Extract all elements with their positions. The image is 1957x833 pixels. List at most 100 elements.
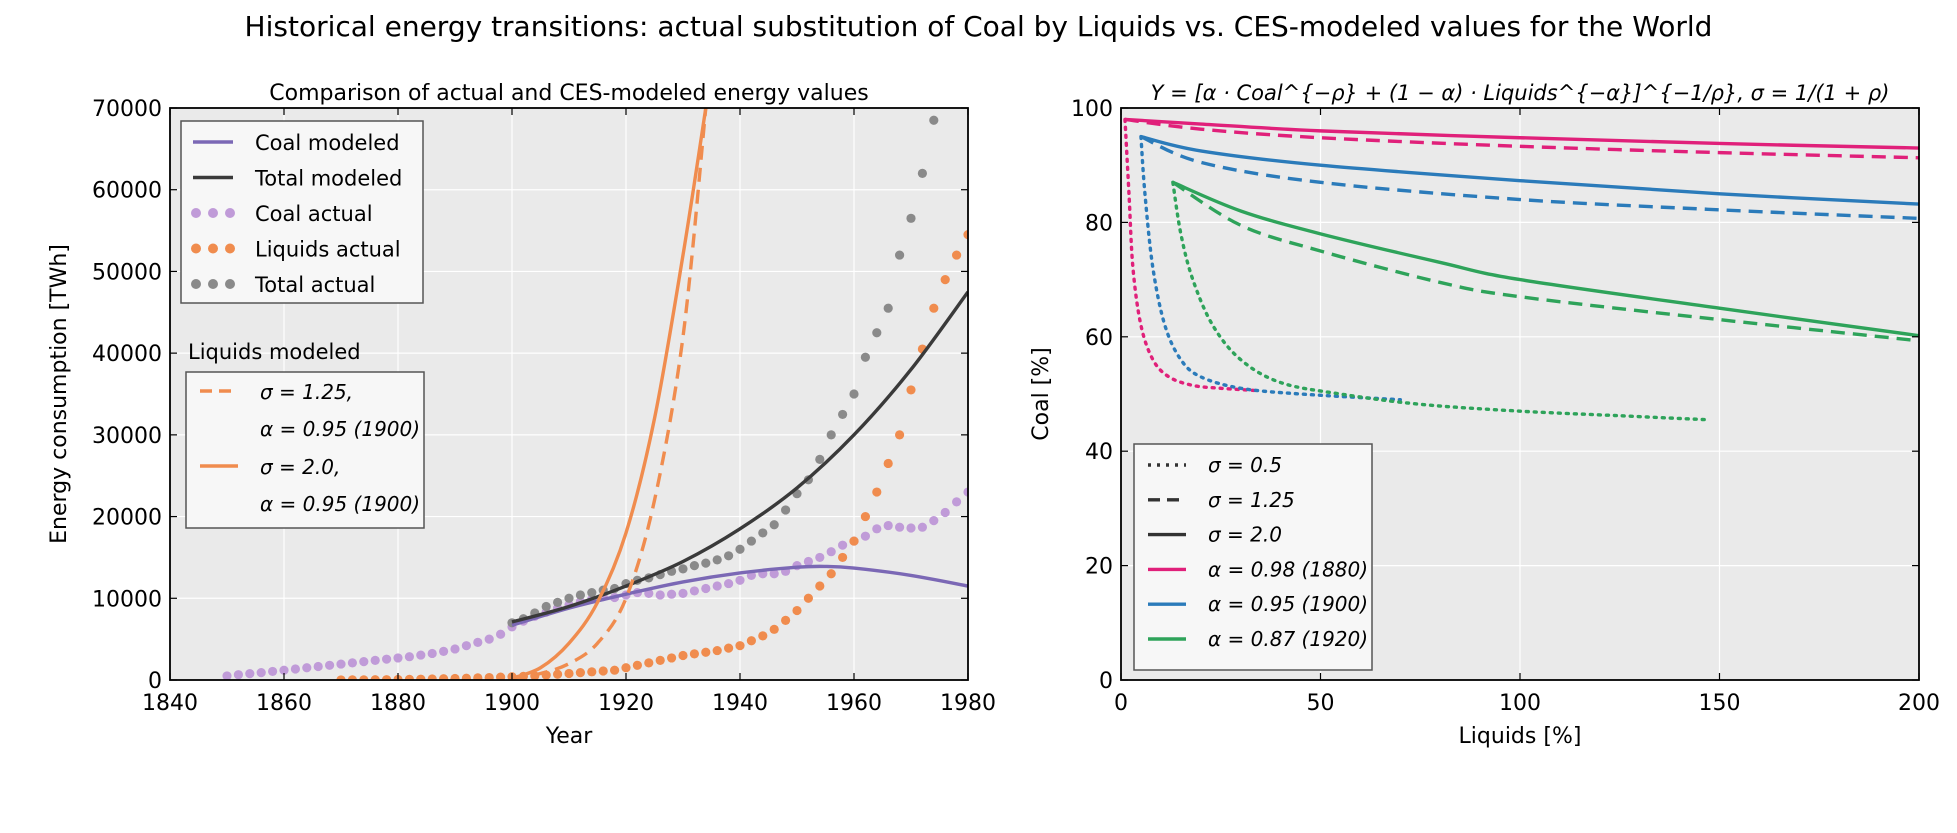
data-point xyxy=(404,652,414,662)
y-tick-label: 50000 xyxy=(92,260,162,285)
data-point xyxy=(233,670,243,680)
legend-label: Total modeled xyxy=(254,167,402,191)
plot-frame xyxy=(169,107,969,681)
legend-label: α = 0.95 (1900) xyxy=(260,492,420,516)
data-point xyxy=(632,660,643,670)
data-point xyxy=(689,561,700,571)
data-point xyxy=(564,593,574,603)
data-point xyxy=(450,644,460,654)
legend-swatch-dot xyxy=(225,279,235,289)
legend-label: σ = 2.0 xyxy=(1208,523,1282,547)
x-tick-label: 100 xyxy=(1499,691,1541,716)
data-point xyxy=(598,666,608,676)
legend-swatch-dot xyxy=(191,208,201,218)
legend-label: σ = 1.25 xyxy=(1208,488,1295,512)
data-point xyxy=(872,487,882,497)
data-point xyxy=(724,643,734,653)
data-point xyxy=(473,637,483,648)
data-point xyxy=(712,581,722,591)
data-point xyxy=(359,675,369,680)
data-point xyxy=(701,647,711,657)
x-tick-label: 200 xyxy=(1898,691,1940,716)
data-point xyxy=(313,661,323,672)
y-tick-label: 10000 xyxy=(92,587,162,612)
figure-title: Historical energy transitions: actual su… xyxy=(0,10,1957,43)
legend-swatch-dot xyxy=(191,279,201,289)
legend: σ = 0.5 σ = 1.25 σ = 2.0 α = 0.98 (1880) α =… xyxy=(1133,443,1373,671)
y-tick-label: 20000 xyxy=(92,506,162,531)
data-point xyxy=(701,583,711,594)
series-line xyxy=(1172,180,1919,338)
y-tick-label: 20 xyxy=(1085,555,1113,580)
data-point xyxy=(929,303,939,313)
data-point xyxy=(655,655,665,665)
data-point xyxy=(712,555,722,565)
data-layer xyxy=(1123,117,1919,422)
data-point xyxy=(781,615,791,625)
data-point xyxy=(564,668,574,679)
x-tick-label: 1900 xyxy=(484,691,540,716)
panel-title: Comparison of actual and CES-modeled ene… xyxy=(269,81,868,106)
data-point xyxy=(724,551,734,561)
legend-label: α = 0.95 (1900) xyxy=(1208,592,1368,616)
legend-box xyxy=(185,371,425,529)
x-tick-label: 1840 xyxy=(142,691,198,716)
series-line xyxy=(511,290,968,624)
data-point xyxy=(302,663,312,673)
data-point xyxy=(587,667,597,677)
data-point xyxy=(906,523,916,533)
data-point xyxy=(667,653,677,663)
data-point xyxy=(849,389,859,399)
data-point xyxy=(906,213,916,223)
data-point xyxy=(279,665,289,675)
y-tick-label: 80 xyxy=(1085,211,1113,236)
data-point xyxy=(929,115,939,125)
data-point xyxy=(461,641,471,651)
panel-title: Y = [α · Coal^{−ρ} + (1 − α) · Liquids^{… xyxy=(1151,81,1890,105)
data-point xyxy=(473,673,483,680)
data-point xyxy=(359,657,369,667)
y-tick-label: 0 xyxy=(148,669,162,694)
data-point xyxy=(439,646,449,657)
data-point xyxy=(895,430,905,440)
legend-swatch-dot xyxy=(225,243,235,254)
series-line xyxy=(1140,134,1919,206)
legend-box xyxy=(1133,443,1373,671)
data-point xyxy=(678,588,688,598)
y-tick-label: 30000 xyxy=(92,424,162,449)
data-point xyxy=(553,669,563,679)
series-line xyxy=(1123,117,1259,393)
data-point xyxy=(416,650,426,660)
data-point xyxy=(541,601,551,612)
data-point xyxy=(336,659,346,669)
x-tick-label: 150 xyxy=(1699,691,1741,716)
data-point xyxy=(952,250,962,260)
data-point xyxy=(838,552,848,563)
data-point xyxy=(746,536,757,546)
legend-label: Coal modeled xyxy=(255,131,400,155)
series-line xyxy=(1124,117,1919,160)
data-point xyxy=(678,564,688,574)
data-point xyxy=(815,454,825,464)
figure-title-text: Historical energy transitions: actual su… xyxy=(244,10,1713,43)
data-point xyxy=(838,409,848,420)
legend-label: Liquids actual xyxy=(255,238,401,262)
legend-label: α = 0.98 (1880) xyxy=(1208,557,1368,581)
data-point xyxy=(758,631,768,641)
legend-label: σ = 2.0, xyxy=(260,455,340,479)
data-point xyxy=(895,250,905,260)
x-axis-label: Liquids [%] xyxy=(1459,724,1582,749)
data-point xyxy=(803,556,814,567)
data-point xyxy=(860,531,871,541)
data-point xyxy=(222,671,232,680)
y-axis-label: Coal [%] xyxy=(1029,347,1054,440)
data-point xyxy=(792,605,802,616)
x-tick-label: 1880 xyxy=(370,691,426,716)
data-point xyxy=(906,385,916,395)
data-point xyxy=(872,328,882,338)
data-point xyxy=(803,593,814,603)
data-point xyxy=(404,674,414,680)
y-tick-label: 100 xyxy=(1071,97,1113,122)
x-axis-label: Year xyxy=(545,724,594,749)
data-point xyxy=(724,578,734,589)
